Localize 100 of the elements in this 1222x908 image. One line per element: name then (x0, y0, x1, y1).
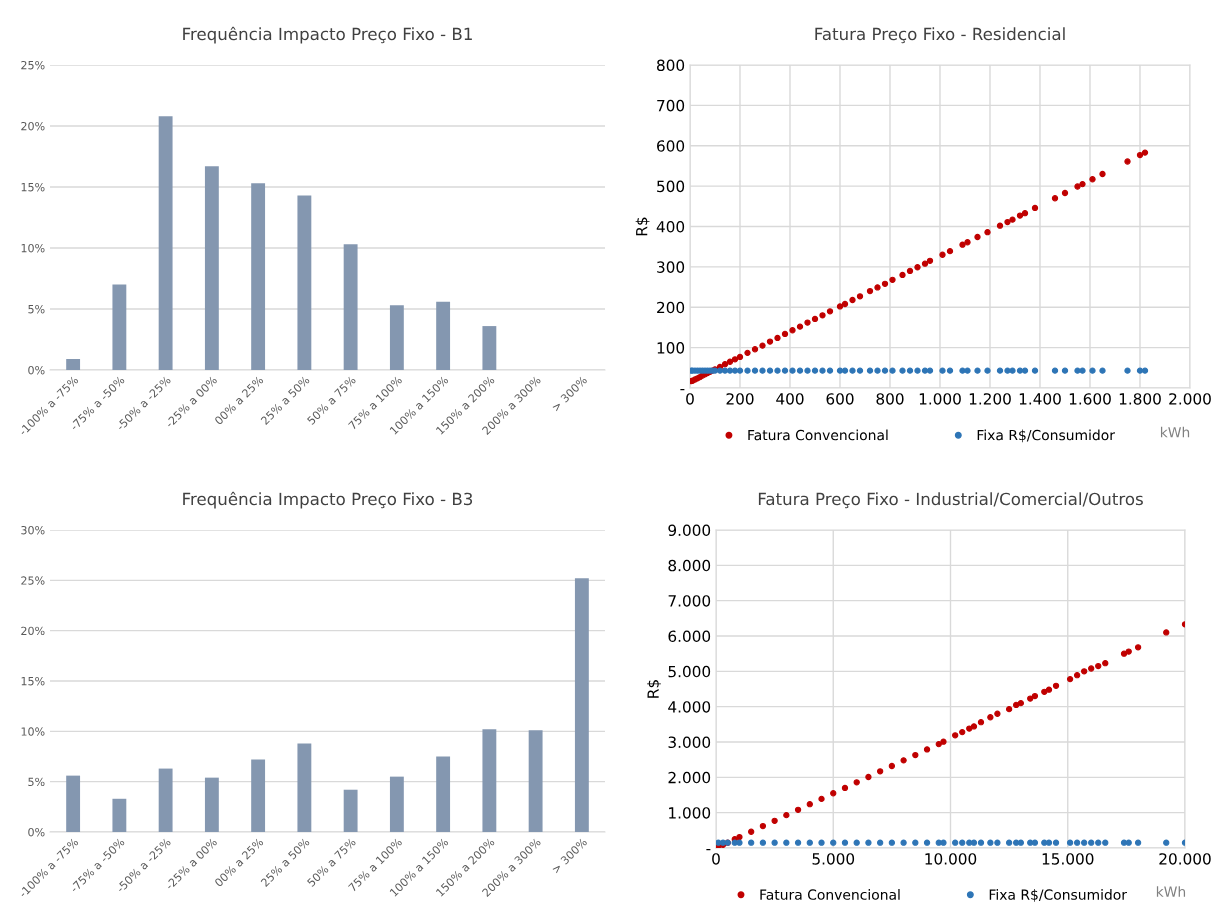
bar (204, 777, 219, 832)
point (1066, 839, 1074, 846)
point (1088, 665, 1095, 672)
point (794, 839, 802, 846)
point (1163, 629, 1170, 636)
point (966, 839, 973, 846)
bar (343, 789, 358, 832)
point (783, 811, 790, 819)
point (1088, 839, 1095, 846)
point (1134, 644, 1142, 651)
y-tick-label: 15% (21, 676, 45, 686)
x-tick-label: 10.000 (925, 853, 977, 865)
point (1041, 688, 1048, 695)
y-tick-label: 1.000 (669, 807, 711, 819)
y-tick-label: 3.000 (668, 736, 711, 749)
point (1045, 839, 1053, 846)
y-tick-label: 700 (657, 99, 685, 112)
y-tick-label: 2.000 (668, 771, 711, 784)
y-tick-label: 20% (21, 121, 45, 131)
point (994, 710, 1001, 717)
point (876, 768, 884, 775)
legend-label: Fatura Convencional (748, 429, 888, 441)
bar (251, 759, 266, 832)
point (853, 839, 860, 846)
point (970, 723, 978, 730)
y-tick-label: - (680, 389, 685, 391)
point (900, 757, 907, 764)
bar (297, 743, 312, 832)
point (794, 806, 802, 813)
point (841, 839, 849, 846)
chart-title: Frequência Impacto Preço Fixo - B1 (183, 26, 472, 44)
point (888, 839, 896, 846)
legend-label: Fatura Convencional (760, 889, 900, 900)
point (1073, 672, 1081, 679)
bar (389, 776, 404, 832)
point (1031, 692, 1039, 700)
y-tick-label: - (706, 849, 711, 851)
y-tick-label: 5.000 (668, 665, 711, 678)
point (1102, 839, 1109, 846)
point (1095, 839, 1102, 846)
point (759, 822, 767, 830)
y-tick-label: 4.000 (668, 701, 711, 713)
point (1017, 839, 1025, 846)
x-tick-label: 1.000 (919, 393, 961, 405)
y-tick-label: 9.000 (668, 524, 711, 537)
point (1031, 839, 1039, 846)
point (900, 839, 907, 846)
bar (66, 359, 81, 370)
point (966, 725, 973, 732)
point (748, 839, 755, 846)
point (970, 839, 978, 846)
point (923, 839, 931, 846)
y-tick-label: 5% (28, 777, 45, 787)
point (959, 839, 966, 846)
point (959, 728, 966, 736)
y-tick-label: 25% (21, 60, 45, 70)
y-tick-label: 100 (657, 342, 685, 354)
point (759, 839, 767, 846)
x-tick-label: 0 (686, 393, 694, 405)
y-tick-label: 10% (21, 243, 45, 253)
x-tick-label: 20.000 (1159, 853, 1211, 865)
point (806, 839, 813, 846)
point (736, 833, 743, 841)
y-tick-label: 25% (21, 576, 45, 585)
point (940, 738, 947, 745)
y-axis-title: R$ (635, 217, 650, 236)
y-tick-label: 500 (657, 180, 685, 193)
y-tick-label: 0% (28, 365, 45, 375)
x-tick-label: 200 (726, 393, 754, 405)
point (1052, 682, 1060, 689)
point (771, 817, 778, 824)
point (940, 839, 947, 846)
bar (482, 326, 497, 370)
bar (482, 729, 497, 832)
point (1073, 839, 1081, 846)
bar (436, 301, 451, 370)
x-tick-label: 600 (826, 393, 854, 405)
point (1005, 705, 1013, 713)
point (818, 795, 825, 803)
point (952, 732, 959, 739)
point (1081, 839, 1088, 846)
point (1125, 839, 1132, 846)
x-tick-label: 800 (876, 393, 904, 405)
point (1017, 699, 1025, 707)
point (1027, 695, 1034, 702)
bar (436, 756, 451, 832)
bar (343, 244, 358, 370)
point (987, 714, 994, 721)
x-tick-label: 0 (712, 853, 720, 865)
point (1081, 668, 1088, 675)
bar (112, 798, 127, 832)
point (912, 751, 919, 759)
point (977, 719, 985, 726)
y-tick-label: 20% (21, 626, 45, 636)
point (841, 784, 849, 792)
point (935, 740, 942, 748)
x-tick-label: 400 (776, 393, 804, 405)
point (1013, 701, 1020, 709)
x-tick-label: 2.000 (1169, 393, 1211, 405)
bar (574, 578, 589, 832)
